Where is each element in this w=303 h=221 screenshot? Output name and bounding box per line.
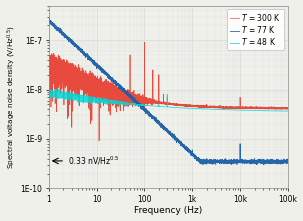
T = 77 K xyxy=(262,163,265,166)
T = 48 K xyxy=(286,110,290,112)
X-axis label: Frequency (Hz): Frequency (Hz) xyxy=(134,206,202,215)
Text: 0.33 nV/Hz$^{0.5}$: 0.33 nV/Hz$^{0.5}$ xyxy=(68,155,119,167)
T = 48 K xyxy=(199,107,203,110)
T = 300 K xyxy=(47,70,51,72)
T = 300 K xyxy=(286,108,290,110)
Legend: $T$ = 300 K, $T$ = 77 K, $T$ = 48 K: $T$ = 300 K, $T$ = 77 K, $T$ = 48 K xyxy=(227,9,284,50)
T = 77 K xyxy=(134,99,137,102)
T = 48 K xyxy=(237,109,241,111)
T = 77 K xyxy=(224,160,228,163)
Line: T = 300 K: T = 300 K xyxy=(49,42,288,141)
T = 77 K xyxy=(188,151,192,154)
Line: T = 48 K: T = 48 K xyxy=(49,89,288,111)
T = 48 K xyxy=(134,103,137,106)
T = 48 K xyxy=(188,107,192,110)
T = 300 K xyxy=(188,105,192,108)
T = 77 K xyxy=(286,160,290,162)
T = 300 K xyxy=(59,74,63,76)
T = 300 K xyxy=(199,105,203,108)
T = 48 K xyxy=(224,109,228,111)
T = 300 K xyxy=(224,107,228,109)
T = 300 K xyxy=(97,139,101,142)
T = 77 K xyxy=(237,160,241,163)
T = 300 K xyxy=(237,107,241,110)
T = 48 K xyxy=(47,92,51,94)
T = 48 K xyxy=(56,88,60,90)
T = 300 K xyxy=(134,96,137,98)
T = 77 K xyxy=(48,17,51,20)
T = 77 K xyxy=(59,30,63,33)
T = 77 K xyxy=(199,160,203,163)
Line: T = 77 K: T = 77 K xyxy=(49,18,288,165)
Y-axis label: Spectral voltage noise density (V/Hz$^{0.5}$): Spectral voltage noise density (V/Hz$^{0… xyxy=(5,25,18,169)
T = 48 K xyxy=(59,91,63,93)
T = 77 K xyxy=(47,19,51,22)
T = 300 K xyxy=(143,41,146,44)
